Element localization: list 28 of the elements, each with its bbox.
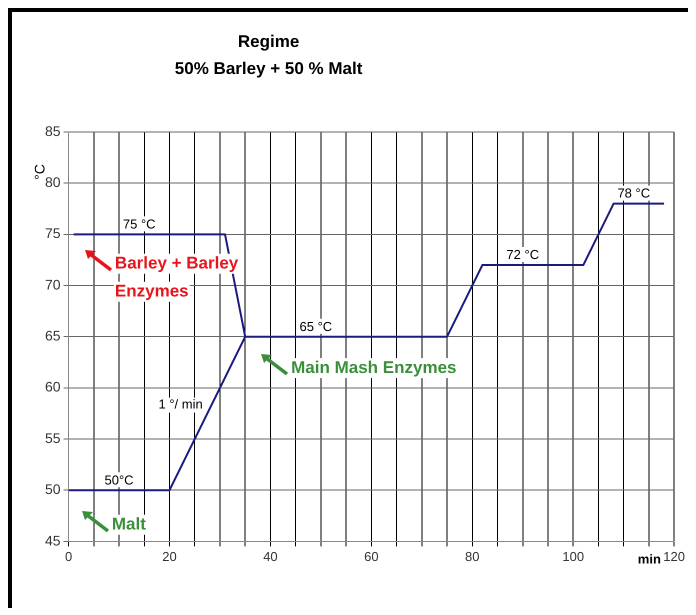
chart-title: Regime (238, 32, 300, 51)
x-tick-label: 0 (64, 548, 72, 564)
y-tick-label: 50 (44, 481, 61, 498)
annotation: 65 °C (300, 318, 332, 334)
y-tick-label: 65 (44, 328, 61, 344)
annotation: 75 °C (122, 216, 156, 232)
annotation: 1 °/ min (158, 396, 203, 412)
chart-subtitle: 50% Barley + 50 % Malt (174, 59, 363, 78)
annotation: 72 °C (506, 247, 540, 262)
annotation: Main Mash Enzymes (291, 358, 456, 377)
y-tick-label: 85 (44, 122, 61, 139)
annotation: 50°C (104, 472, 134, 488)
x-tick-label: 120 (663, 548, 686, 564)
x-tick-label: 40 (263, 548, 278, 564)
x-tick-label: 80 (465, 548, 480, 564)
x-tick-label: 20 (162, 548, 177, 564)
x-tick-label: 60 (364, 548, 379, 564)
y-tick-label: 80 (44, 174, 61, 190)
annotation: 78 °C (617, 186, 650, 201)
y-tick-label: 45 (44, 532, 61, 548)
annotation: Malt (112, 514, 146, 534)
x-axis-title: min (638, 551, 661, 566)
y-tick-label: 75 (44, 225, 61, 242)
y-tick-label: 60 (44, 378, 61, 395)
x-tick-label: 100 (562, 548, 584, 564)
y-tick-label: 70 (44, 276, 61, 292)
y-tick-label: 55 (44, 430, 61, 446)
annotation: Barley + Barley Enzymes (114, 253, 239, 300)
